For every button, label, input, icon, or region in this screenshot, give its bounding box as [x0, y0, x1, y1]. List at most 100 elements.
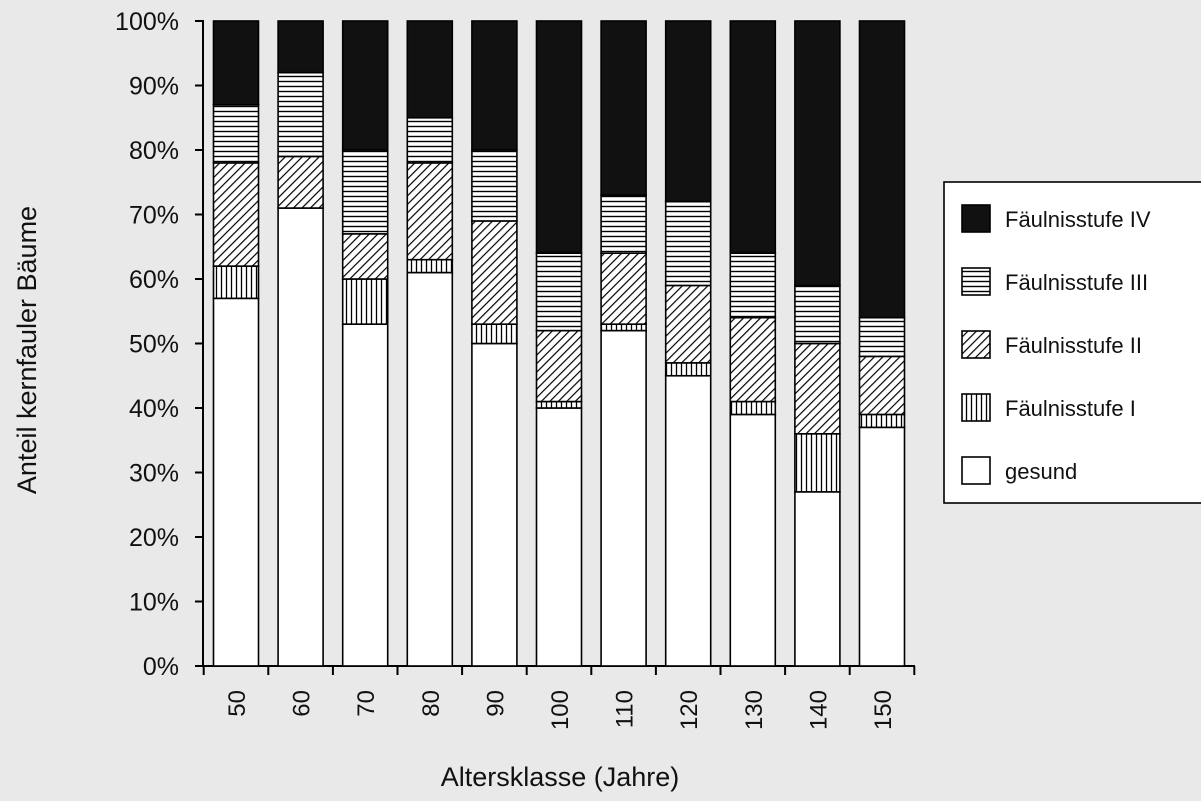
bar-segment-II-90: [471, 220, 518, 325]
bar-segment-gesund-150: [858, 426, 906, 667]
y-tick-label: 50%: [129, 331, 179, 359]
bar-segment-II-100: [535, 329, 583, 403]
bar-segment-IV-110: [600, 20, 647, 196]
bar-segment-III-100: [535, 252, 583, 332]
y-tick-label: 90%: [129, 73, 179, 101]
y-axis-title: Anteil kernfauler Bäume: [12, 206, 42, 494]
x-tick-label: 150: [870, 690, 897, 730]
bar-stack-50: [212, 20, 260, 667]
bar-segment-IV-140: [794, 20, 841, 287]
bar-stack-80: [406, 20, 454, 667]
legend-swatch-III: [961, 267, 991, 296]
bar-segment-III-90: [471, 149, 518, 222]
bar-segment-IV-60: [277, 20, 324, 74]
bar-stack-100: [535, 20, 583, 667]
y-tick-label: 80%: [129, 137, 179, 165]
x-axis-title: Altersklasse (Jahre): [441, 762, 680, 792]
x-tick-label: 100: [547, 690, 574, 730]
bar-segment-III-60: [277, 71, 324, 158]
legend-label-II: Fäulnisstufe II: [1005, 333, 1142, 358]
bar-stack-130: [729, 20, 777, 667]
bars-group: [212, 20, 906, 667]
bar-segment-I-100: [535, 400, 583, 409]
bar-segment-III-140: [794, 284, 841, 345]
bar-segment-I-80: [406, 258, 454, 274]
y-tick-label: 100%: [115, 8, 179, 36]
bar-segment-II-50: [212, 162, 260, 267]
x-tick-label: 110: [612, 690, 639, 728]
bar-segment-II-110: [600, 252, 647, 325]
legend-label-gesund: gesund: [1005, 459, 1077, 484]
bar-segment-gesund-60: [277, 207, 324, 667]
y-tick-label: 10%: [129, 589, 179, 617]
bar-segment-I-140: [794, 432, 841, 493]
bar-segment-II-70: [341, 233, 389, 280]
legend-label-I: Fäulnisstufe I: [1005, 396, 1136, 421]
bar-segment-I-50: [212, 265, 260, 300]
y-tick-labels: 0% 10% 20% 30% 40% 50% 60% 70% 80% 90% 100%: [115, 8, 179, 681]
legend-label-IV: Fäulnisstufe IV: [1005, 207, 1151, 232]
bar-segment-II-60: [277, 155, 324, 209]
bar-segment-gesund-130: [729, 413, 777, 667]
bar-segment-II-120: [664, 284, 712, 364]
bar-segment-III-50: [212, 104, 260, 164]
bar-segment-IV-70: [341, 20, 389, 151]
bar-segment-I-150: [858, 413, 906, 429]
bar-segment-I-120: [664, 362, 712, 377]
legend-swatch-II: [961, 330, 991, 359]
y-tick-label: 0%: [143, 653, 179, 681]
x-tick-label: 130: [741, 690, 768, 730]
x-tick-label: 80: [418, 690, 445, 717]
bar-stack-120: [664, 20, 712, 667]
legend-swatch-IV: [961, 204, 991, 233]
x-tick-label: 50: [224, 690, 251, 717]
x-tick-labels: 50 60 70 80 90 100 110 120 130 140 150: [224, 690, 897, 730]
bar-segment-III-70: [341, 149, 389, 235]
bar-segment-II-150: [858, 355, 906, 416]
bar-segment-I-90: [471, 323, 518, 345]
bar-segment-IV-50: [212, 20, 260, 106]
x-tick-label: 60: [289, 690, 316, 717]
bar-segment-gesund-120: [664, 374, 712, 667]
legend-swatch-gesund: [961, 456, 991, 485]
bar-stack-90: [471, 20, 518, 667]
bar-segment-IV-150: [858, 20, 906, 319]
bar-segment-III-110: [600, 194, 647, 254]
bar-stack-60: [277, 20, 324, 667]
y-tick-label: 20%: [129, 524, 179, 552]
bar-segment-III-150: [858, 316, 906, 358]
bar-segment-gesund-140: [794, 491, 841, 667]
bar-segment-IV-130: [729, 20, 777, 254]
y-tick-label: 60%: [129, 266, 179, 294]
bar-segment-III-80: [406, 116, 454, 164]
x-tick-label: 70: [353, 690, 380, 717]
bar-segment-I-110: [600, 323, 647, 332]
y-tick-label: 30%: [129, 460, 179, 488]
legend-label-III: Fäulnisstufe III: [1005, 270, 1148, 295]
bar-stack-110: [600, 20, 647, 667]
bar-segment-II-140: [794, 342, 841, 435]
x-tick-label: 120: [676, 690, 703, 730]
bar-segment-gesund-80: [406, 271, 454, 667]
bar-segment-III-130: [729, 252, 777, 319]
legend-swatch-I: [961, 393, 991, 422]
bar-stack-70: [341, 20, 389, 667]
bar-segment-gesund-100: [535, 407, 583, 667]
bar-segment-IV-120: [664, 20, 712, 203]
x-tick-label: 90: [482, 690, 509, 717]
bar-segment-gesund-70: [341, 323, 389, 667]
bar-segment-II-80: [406, 162, 454, 261]
bar-segment-IV-100: [535, 20, 583, 254]
bar-segment-I-130: [729, 400, 777, 416]
x-tick-label: 140: [805, 690, 832, 730]
bar-segment-gesund-110: [600, 329, 647, 667]
bar-segment-IV-90: [471, 20, 518, 151]
legend: Fäulnisstufe IV Fäulnisstufe III Fäulnisst…: [943, 181, 1201, 504]
bar-segment-IV-80: [406, 20, 454, 119]
bar-segment-gesund-50: [212, 297, 260, 667]
y-tick-label: 40%: [129, 395, 179, 423]
bar-segment-III-120: [664, 200, 712, 287]
bar-segment-II-130: [729, 316, 777, 403]
